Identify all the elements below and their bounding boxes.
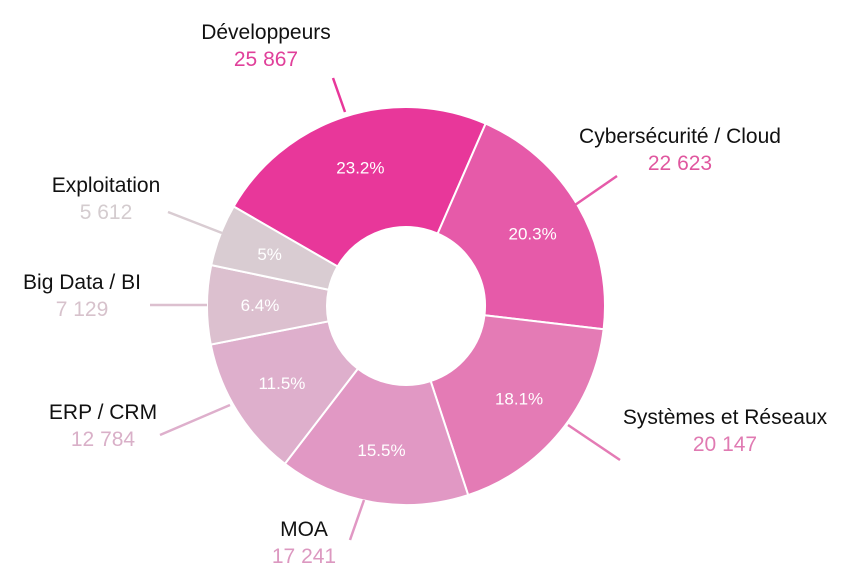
value-label: 12 784 xyxy=(70,428,136,451)
leader-line xyxy=(567,423,621,462)
percent-label: 20.3% xyxy=(509,224,557,243)
slice-label: MOA 17 241 xyxy=(272,517,336,571)
leader-line xyxy=(167,210,223,235)
slice-label: Big Data / BI 7 129 xyxy=(23,270,141,324)
value-label: 17 241 xyxy=(271,545,337,568)
slice-4 xyxy=(209,320,360,466)
percent-label: 15.5% xyxy=(357,441,405,460)
slice-1 xyxy=(436,122,606,331)
value-label: 25 867 xyxy=(233,48,299,71)
value-label: 5 612 xyxy=(79,201,133,224)
category-label: Cybersécurité / Cloud xyxy=(579,125,781,148)
slice-label: Cybersécurité / Cloud 22 623 xyxy=(579,124,781,178)
slice-label: Développeurs 25 867 xyxy=(201,20,331,74)
slice-2 xyxy=(429,314,605,497)
category-label: ERP / CRM xyxy=(48,401,158,424)
slice-label: Systèmes et Réseaux 20 147 xyxy=(623,405,827,459)
percent-label: 18.1% xyxy=(495,389,543,408)
leader-line xyxy=(331,77,347,113)
slice-3 xyxy=(283,367,470,506)
percent-label: 11.5% xyxy=(258,374,305,393)
value-label: 7 129 xyxy=(55,298,109,321)
percent-label: 6.4% xyxy=(241,296,280,315)
percent-label: 23.2% xyxy=(336,158,384,177)
percent-label: 5% xyxy=(257,245,282,264)
category-label: Big Data / BI xyxy=(23,271,141,294)
leader-line xyxy=(574,174,618,207)
leader-line xyxy=(159,403,231,437)
slice-label: Exploitation 5 612 xyxy=(52,173,161,227)
category-label: MOA xyxy=(280,518,328,541)
slice-label: ERP / CRM 12 784 xyxy=(49,400,157,454)
value-label: 22 623 xyxy=(647,152,713,175)
value-label: 20 147 xyxy=(692,433,758,456)
category-label: Systèmes et Réseaux xyxy=(622,406,828,429)
leader-line xyxy=(348,499,366,541)
category-label: Exploitation xyxy=(51,174,161,197)
slice-6 xyxy=(210,205,339,291)
slice-0 xyxy=(232,106,487,268)
category-label: Développeurs xyxy=(201,21,331,44)
